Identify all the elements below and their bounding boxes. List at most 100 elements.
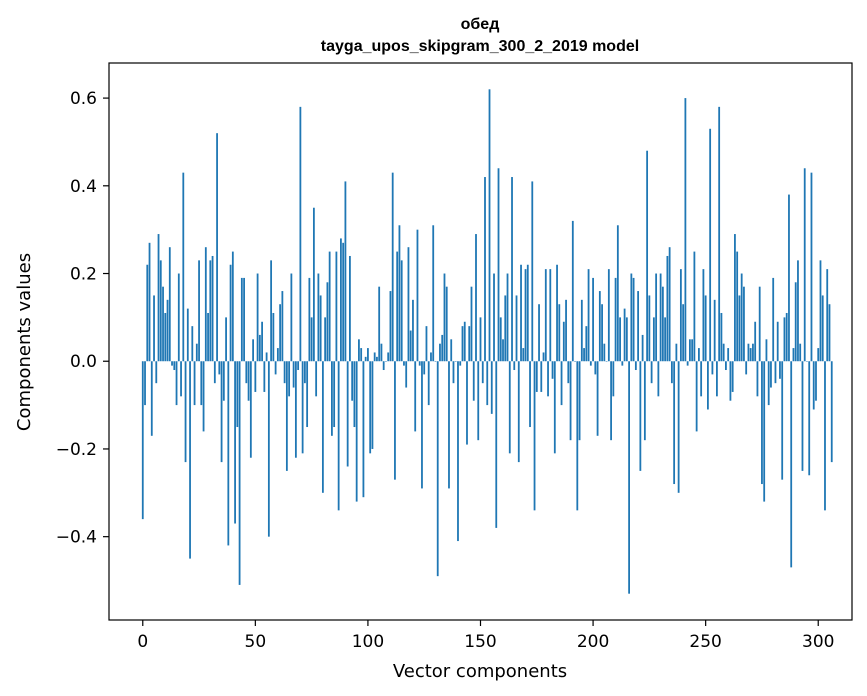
bar-component-234 bbox=[668, 247, 671, 362]
bar-component-33 bbox=[216, 133, 218, 362]
x-tick-label: 50 bbox=[245, 632, 267, 652]
bar-component-242 bbox=[686, 361, 689, 366]
bar-component-281 bbox=[774, 361, 777, 384]
bar-component-210 bbox=[614, 277, 617, 362]
bar-component-37 bbox=[225, 317, 227, 362]
bar-component-258 bbox=[722, 343, 725, 362]
bar-component-252 bbox=[709, 128, 712, 362]
bar-component-175 bbox=[535, 361, 538, 392]
bar-component-5 bbox=[153, 295, 155, 362]
bar-component-264 bbox=[736, 251, 739, 362]
bar-component-194 bbox=[578, 361, 581, 441]
bar-component-286 bbox=[785, 312, 788, 362]
bar-component-135 bbox=[445, 286, 448, 362]
bar-component-127 bbox=[427, 361, 430, 406]
bar-component-167 bbox=[517, 361, 520, 463]
bar-component-197 bbox=[585, 326, 588, 362]
bar-component-201 bbox=[594, 361, 597, 375]
bar-component-106 bbox=[380, 343, 383, 362]
bar-component-256 bbox=[718, 106, 721, 362]
bar-component-2 bbox=[146, 264, 149, 362]
bar-component-290 bbox=[794, 282, 797, 362]
bar-component-14 bbox=[173, 361, 176, 371]
bar-component-262 bbox=[731, 361, 734, 392]
bar-component-28 bbox=[204, 247, 207, 362]
bar-component-45 bbox=[243, 277, 245, 362]
bar-component-270 bbox=[749, 348, 752, 362]
x-axis: 0 50 100 150 200 250 300 bbox=[137, 620, 834, 652]
bar-component-193 bbox=[576, 361, 579, 511]
bar-component-228 bbox=[655, 273, 658, 362]
bar-component-298 bbox=[812, 361, 815, 410]
bar-component-20 bbox=[186, 308, 189, 362]
bar-component-102 bbox=[371, 361, 374, 449]
bar-component-107 bbox=[382, 361, 385, 371]
bar-component-269 bbox=[747, 343, 750, 362]
bar-component-80 bbox=[321, 361, 324, 493]
bar-component-13 bbox=[171, 361, 173, 366]
y-tick-label: 0.4 bbox=[70, 177, 97, 197]
bar-component-198 bbox=[587, 269, 590, 362]
bar-component-122 bbox=[416, 229, 419, 362]
y-tick-label: 0.2 bbox=[70, 265, 97, 285]
bar-component-211 bbox=[616, 225, 619, 362]
bar-component-265 bbox=[738, 295, 741, 362]
bar-component-92 bbox=[349, 255, 351, 362]
bar-component-271 bbox=[752, 343, 754, 362]
bar-component-206 bbox=[605, 361, 608, 362]
bar-component-123 bbox=[418, 361, 421, 366]
bar-component-214 bbox=[623, 308, 626, 362]
bar-component-282 bbox=[776, 321, 779, 362]
bar-component-26 bbox=[200, 361, 203, 406]
bar-component-267 bbox=[743, 286, 745, 362]
bar-component-278 bbox=[767, 361, 770, 406]
bar-component-185 bbox=[558, 304, 561, 362]
bar-component-40 bbox=[231, 251, 234, 362]
bar-component-260 bbox=[727, 348, 730, 362]
bar-component-160 bbox=[502, 339, 504, 362]
x-tick-label: 200 bbox=[577, 632, 609, 652]
bar-component-213 bbox=[621, 361, 624, 366]
bar-component-250 bbox=[704, 295, 707, 362]
bar-component-134 bbox=[443, 273, 446, 362]
bar-component-280 bbox=[772, 277, 775, 362]
bar-component-19 bbox=[184, 361, 187, 463]
bar-component-54 bbox=[263, 361, 266, 392]
bar-component-91 bbox=[346, 361, 349, 467]
bar-component-101 bbox=[369, 361, 372, 454]
bar-component-57 bbox=[270, 260, 273, 362]
bar-component-195 bbox=[580, 299, 583, 362]
bar-component-272 bbox=[754, 321, 757, 362]
bar-component-3 bbox=[148, 242, 151, 362]
bar-component-60 bbox=[276, 348, 279, 362]
bar-component-217 bbox=[630, 273, 633, 362]
bar-component-22 bbox=[191, 326, 194, 362]
bar-component-302 bbox=[821, 295, 824, 362]
bar-component-184 bbox=[556, 264, 558, 362]
bar-component-227 bbox=[652, 317, 655, 362]
bar-component-204 bbox=[601, 304, 603, 362]
bar-component-83 bbox=[328, 251, 331, 362]
bar-component-51 bbox=[256, 273, 259, 362]
bar-component-117 bbox=[405, 361, 408, 388]
bar-component-25 bbox=[198, 260, 200, 362]
bar-component-142 bbox=[461, 326, 464, 362]
bar-component-279 bbox=[770, 361, 772, 388]
bar-component-56 bbox=[267, 361, 270, 537]
bar-component-85 bbox=[333, 361, 336, 428]
bar-component-251 bbox=[707, 361, 709, 410]
bar-component-161 bbox=[504, 295, 507, 362]
bar-component-16 bbox=[177, 273, 180, 362]
bar-component-176 bbox=[538, 304, 540, 362]
bar-component-94 bbox=[353, 361, 356, 428]
bar-component-34 bbox=[218, 361, 221, 375]
bar-component-88 bbox=[340, 238, 342, 362]
bar-component-164 bbox=[511, 177, 513, 362]
bar-component-187 bbox=[562, 321, 565, 362]
bar-component-212 bbox=[619, 317, 621, 362]
bar-component-128 bbox=[430, 352, 432, 362]
bar-component-7 bbox=[157, 234, 160, 362]
bar-component-236 bbox=[673, 361, 676, 485]
bar-component-283 bbox=[779, 361, 781, 379]
bar-component-222 bbox=[641, 334, 644, 362]
